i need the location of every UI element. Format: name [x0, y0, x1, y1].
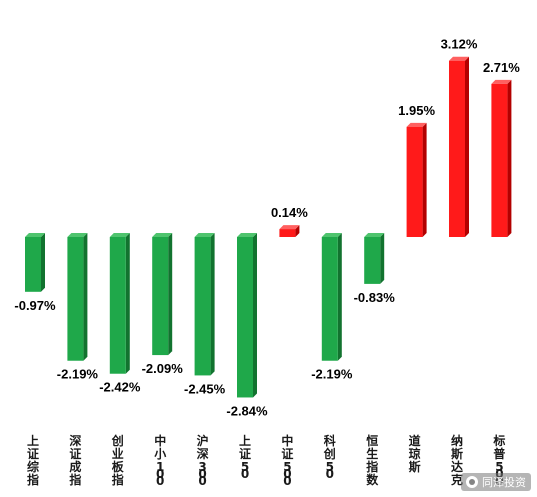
bar-side — [337, 233, 342, 361]
bar-front — [194, 237, 211, 376]
category-label: 深证成指 — [69, 433, 81, 487]
bar-front — [491, 83, 508, 237]
bar-side — [422, 122, 427, 237]
data-label: -2.09% — [142, 361, 184, 376]
bar-top — [364, 233, 385, 237]
data-label: -2.84% — [226, 403, 268, 418]
bar-front — [406, 126, 423, 237]
category-label: 中证 500 — [281, 433, 293, 488]
bar-top — [449, 56, 469, 61]
data-label: 2.71% — [483, 60, 520, 75]
bar — [152, 233, 173, 356]
bar-side — [41, 233, 45, 292]
data-label: 0.14% — [271, 205, 308, 220]
bar-front — [237, 237, 253, 398]
bar-top — [406, 122, 427, 127]
category-label: 上证 50 — [239, 433, 251, 481]
bar — [25, 233, 45, 292]
bar-side — [295, 225, 300, 237]
bar-side — [380, 233, 385, 284]
bar — [67, 233, 88, 361]
bar-side — [125, 233, 130, 374]
category-labels-group: 上证综指 深证成指 创业板指 中小 100 沪深 300 上证 50 中证 500 科创 50 恒生指数 道… — [27, 433, 505, 488]
bar — [109, 233, 130, 374]
bar-front — [321, 237, 338, 361]
bar-side — [168, 233, 173, 356]
bar — [194, 233, 215, 376]
category-label: 上证综指 — [27, 433, 39, 487]
value-labels-group: -0.97%-2.19%-2.42%-2.09%-2.45%-2.84%0.14… — [14, 37, 520, 419]
bar — [279, 225, 300, 237]
category-label: 道琼斯 — [409, 433, 421, 474]
bar — [449, 56, 469, 237]
bar — [237, 233, 257, 398]
bar-front — [109, 237, 126, 374]
data-label: -2.19% — [57, 367, 99, 382]
bars-group — [25, 56, 512, 398]
bar-front — [364, 237, 381, 284]
bar-top — [109, 233, 130, 237]
bar-side — [210, 233, 215, 376]
wechat-icon — [466, 476, 478, 488]
bar-side — [507, 79, 512, 237]
data-label: 1.95% — [398, 103, 435, 118]
bar-front — [449, 60, 465, 237]
bar-side — [253, 233, 257, 398]
bar-front — [67, 237, 84, 361]
bar-top — [279, 225, 300, 230]
category-label: 创业板指 — [111, 433, 125, 487]
bar-top — [237, 233, 257, 237]
bar-top — [491, 79, 512, 84]
bar-top — [67, 233, 88, 237]
bar-front — [152, 237, 169, 356]
bar-front — [279, 229, 296, 237]
bar-top — [194, 233, 215, 237]
bar-front — [25, 237, 41, 292]
watermark: 同泽投资 — [461, 473, 531, 491]
data-label: -2.45% — [184, 381, 226, 396]
data-label: 3.12% — [441, 37, 478, 52]
category-label: 中小 100 — [154, 433, 166, 488]
bar — [321, 233, 342, 361]
bar — [364, 233, 385, 284]
bar-top — [321, 233, 342, 237]
category-label: 纳斯达克 — [451, 433, 463, 487]
bar-side — [465, 56, 469, 237]
bar — [406, 122, 427, 237]
watermark-text: 同泽投资 — [482, 476, 526, 489]
data-label: -0.83% — [354, 290, 396, 305]
data-label: -0.97% — [14, 298, 56, 313]
category-label: 恒生指数 — [366, 433, 379, 487]
bar-top — [152, 233, 173, 237]
data-label: -2.42% — [99, 380, 141, 395]
data-label: -2.19% — [311, 367, 353, 382]
bar-top — [25, 233, 45, 237]
category-label: 科创 50 — [323, 433, 336, 481]
bar-side — [83, 233, 88, 361]
bar — [491, 79, 512, 237]
category-label: 沪深 300 — [197, 433, 209, 488]
